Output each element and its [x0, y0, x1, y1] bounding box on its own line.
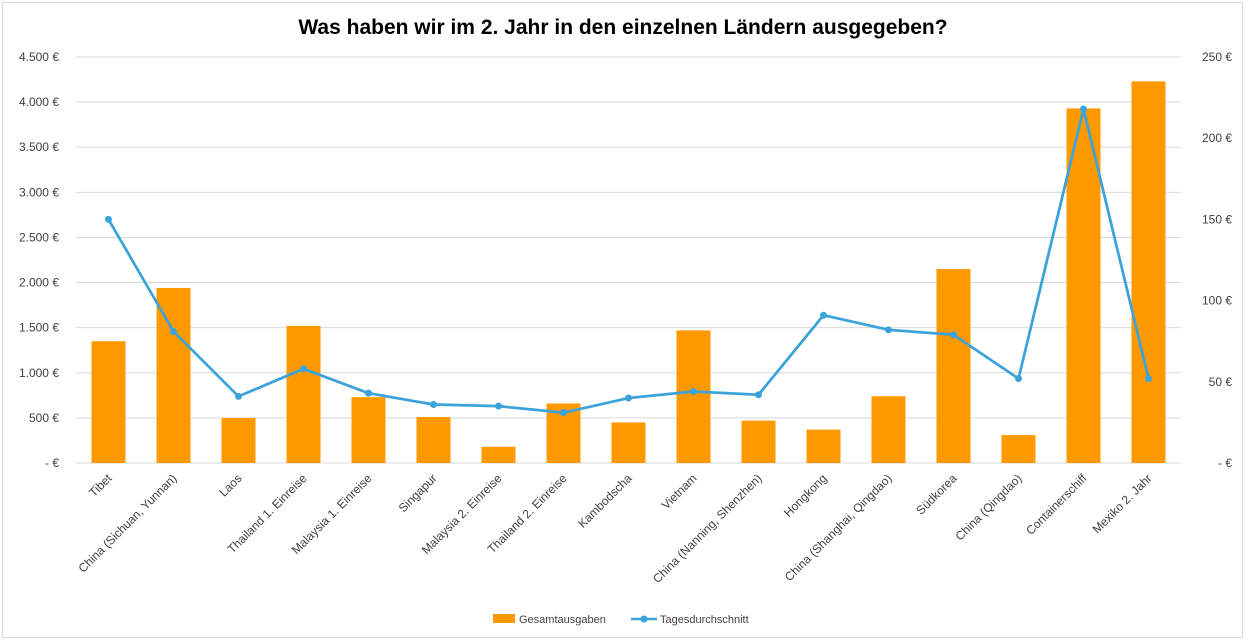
- bar: [936, 269, 971, 463]
- category-label: Mexiko 2. Jahr: [1090, 471, 1155, 536]
- right-tick-label: 50 €: [1209, 375, 1233, 389]
- left-tick-label: 500 €: [29, 411, 59, 425]
- bar: [221, 417, 256, 463]
- line-point: [755, 391, 762, 399]
- bar: [286, 325, 321, 463]
- bar: [1131, 81, 1166, 464]
- line-point: [625, 394, 632, 402]
- line-point: [300, 365, 307, 373]
- line-point: [950, 331, 957, 339]
- line-point: [1080, 105, 1087, 113]
- right-tick-label: 250 €: [1202, 50, 1232, 64]
- category-label: China (Shanghai, Qingdao): [782, 471, 895, 584]
- bar: [156, 287, 191, 463]
- left-tick-label: 3.000 €: [19, 185, 59, 199]
- category-label: Singapur: [396, 471, 440, 515]
- bar: [351, 397, 386, 463]
- bar: [1066, 108, 1101, 463]
- left-tick-label: 4.000 €: [19, 95, 59, 109]
- category-label: China (Nanning, Shenzhen): [650, 471, 765, 586]
- category-label: Vietnam: [659, 471, 700, 512]
- left-tick-label: 1.000 €: [19, 366, 59, 380]
- left-tick-label: - €: [45, 456, 59, 470]
- category-label: Containerschiff: [1023, 471, 1090, 538]
- line-point: [365, 389, 372, 397]
- category-label: Laos: [216, 471, 244, 499]
- bar: [481, 446, 516, 463]
- legend-marker-tagesdurchschnitt: [640, 615, 648, 623]
- left-axis-ticks: - € 500 € 1.000 € 1.500 € 2.000 € 2.500 € 3.00…: [19, 50, 59, 470]
- right-tick-label: 100 €: [1202, 294, 1232, 308]
- bar-series: [91, 81, 1166, 464]
- bar: [611, 422, 646, 463]
- category-label: Südkorea: [913, 471, 959, 517]
- legend: Gesamtausgaben Tagesdurchschnitt: [493, 614, 749, 626]
- bar: [871, 396, 906, 463]
- left-tick-label: 4.500 €: [19, 50, 59, 64]
- bar: [806, 429, 841, 463]
- line-point: [235, 392, 242, 400]
- category-label: China (Qingdao): [952, 471, 1024, 543]
- bar: [676, 330, 711, 463]
- line-point: [105, 215, 112, 223]
- line-series: [105, 105, 1152, 417]
- left-tick-label: 2.000 €: [19, 276, 59, 290]
- bar: [416, 416, 451, 463]
- bar: [1001, 435, 1036, 463]
- legend-label-tagesdurchschnitt: Tagesdurchschnitt: [660, 614, 749, 626]
- right-tick-label: - €: [1218, 456, 1232, 470]
- gridlines: [76, 56, 1181, 464]
- right-tick-label: 200 €: [1202, 131, 1232, 145]
- line-point: [495, 402, 502, 410]
- bar: [741, 420, 776, 463]
- category-label: Tibet: [86, 471, 115, 500]
- left-tick-label: 1.500 €: [19, 321, 59, 335]
- bar: [91, 341, 126, 463]
- line-point: [560, 409, 567, 417]
- line-point: [1145, 375, 1152, 383]
- left-tick-label: 3.500 €: [19, 140, 59, 154]
- left-tick-label: 2.500 €: [19, 230, 59, 244]
- line-point: [170, 327, 177, 335]
- line-point: [690, 388, 697, 396]
- series-line: [107, 107, 1150, 415]
- legend-swatch-gesamtausgaben: [493, 614, 515, 623]
- line-point: [885, 326, 892, 334]
- category-label: Hongkong: [781, 471, 830, 520]
- right-tick-label: 150 €: [1202, 212, 1232, 226]
- legend-label-gesamtausgaben: Gesamtausgaben: [519, 614, 606, 626]
- line-point: [430, 401, 437, 409]
- category-label: Kambodscha: [575, 471, 635, 531]
- line-point: [820, 311, 827, 319]
- line-point: [1015, 375, 1022, 383]
- chart-title: Was haben wir im 2. Jahr in den einzelne…: [298, 16, 947, 39]
- right-axis-ticks: - € 50 € 100 € 150 € 200 € 250 €: [1202, 50, 1232, 470]
